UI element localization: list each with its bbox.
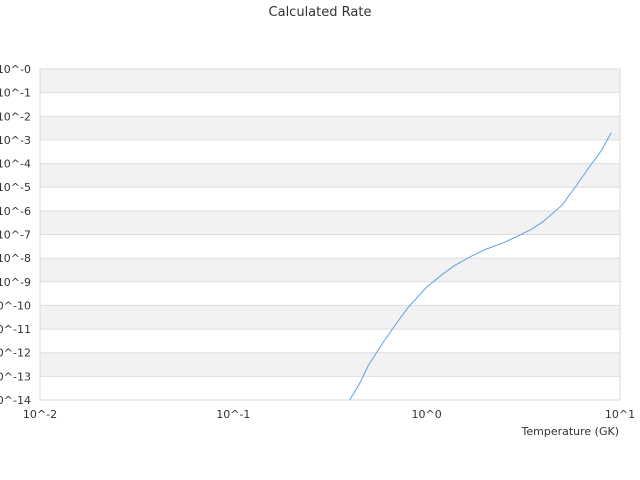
plot-band <box>40 352 620 377</box>
y-tick-label: 10^-6 <box>0 205 31 218</box>
x-tick-label: 10^1 <box>605 408 635 421</box>
plot-area-border <box>39 68 621 401</box>
plot-band <box>40 210 620 235</box>
series-line <box>349 132 612 401</box>
y-tick-label: 10^-9 <box>0 276 31 289</box>
x-axis-ticks: 10^-2 10^-1 10^0 10^1 <box>23 408 635 421</box>
x-axis-title: Temperature (GK) <box>521 425 620 438</box>
plot-band <box>40 69 620 93</box>
gridlines <box>40 68 620 401</box>
y-tick-label: 10^-10 <box>0 299 31 312</box>
y-tick-label: 10^-2 <box>0 110 31 123</box>
y-tick-label: 10^-4 <box>0 158 31 171</box>
plot-bands <box>40 69 620 377</box>
chart-title: Calculated Rate <box>269 5 372 20</box>
y-tick-label: 10^-13 <box>0 370 31 383</box>
y-tick-label: 10^-11 <box>0 323 31 336</box>
series-layer <box>349 132 612 401</box>
x-tick-label: 10^-1 <box>216 408 250 421</box>
y-axis-ticks: 10^-0 10^-1 10^-2 10^-3 10^-4 10^-5 10^-6 10^-7… <box>0 63 31 407</box>
x-tick-label: 10^0 <box>412 408 442 421</box>
plot-band <box>40 258 620 282</box>
y-tick-label: 10^-7 <box>0 229 31 242</box>
plot-band <box>40 163 620 188</box>
y-tick-label: 10^-0 <box>0 63 31 76</box>
y-tick-label: 10^-3 <box>0 134 31 147</box>
plot-band <box>40 305 620 330</box>
plot-band <box>40 116 620 140</box>
x-tick-label: 10^-2 <box>23 408 57 421</box>
y-tick-label: 10^-5 <box>0 181 31 194</box>
y-tick-label: 10^-14 <box>0 394 31 407</box>
y-tick-label: 10^-8 <box>0 252 31 265</box>
y-tick-label: 10^-12 <box>0 347 31 360</box>
y-tick-label: 10^-1 <box>0 87 31 100</box>
